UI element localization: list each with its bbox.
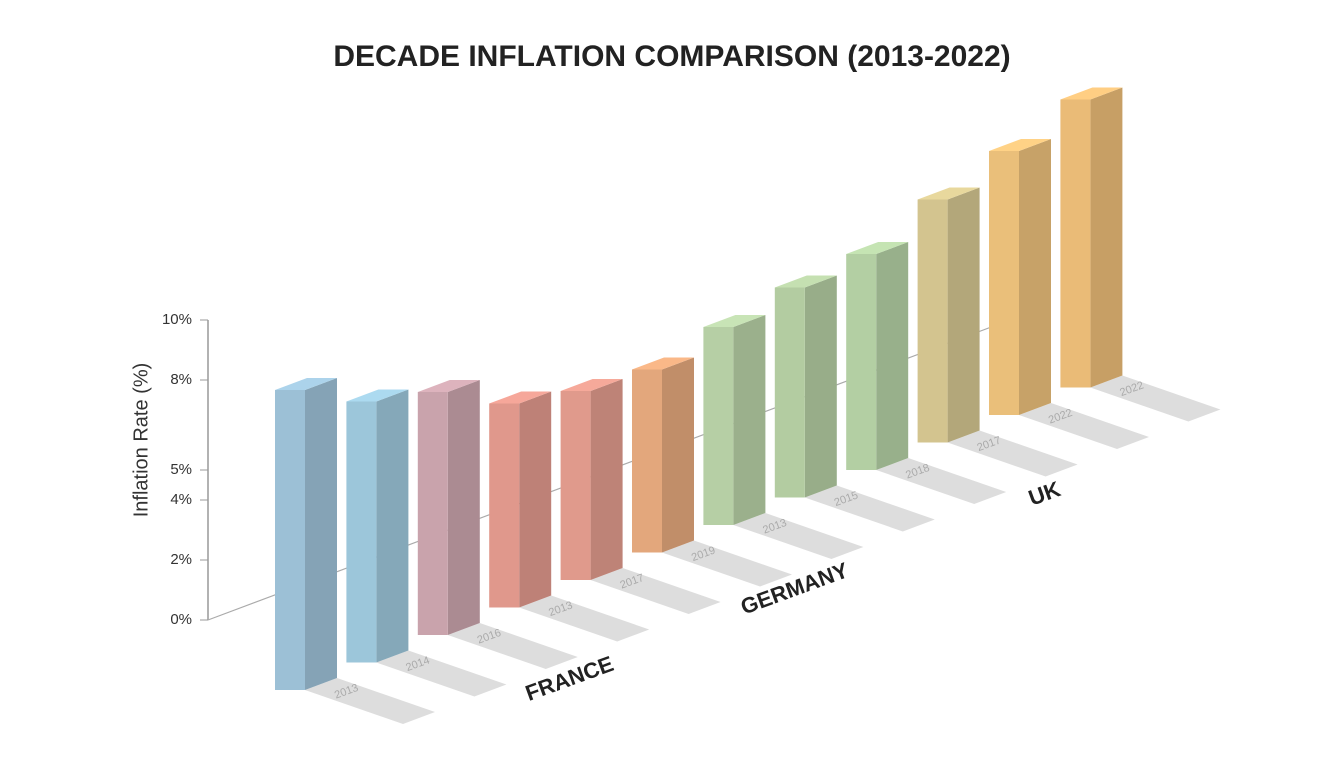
bar-side: [519, 391, 552, 608]
bar-top: [417, 380, 480, 392]
y-axis-title: Inflation Rate (%): [130, 363, 152, 518]
bar-side: [305, 378, 337, 690]
bar: [846, 242, 909, 470]
bar-top: [275, 378, 337, 390]
bar-top: [489, 391, 552, 404]
bar-top: [846, 242, 909, 254]
bar-side: [447, 380, 480, 635]
bar-top: [703, 315, 766, 327]
bar-top: [917, 187, 980, 200]
bar-front: [846, 254, 877, 470]
bar-side: [1090, 87, 1123, 388]
bar: [774, 275, 837, 498]
bar-side: [662, 357, 694, 553]
bar: [989, 139, 1051, 415]
bar-top: [632, 357, 694, 370]
bar-shadow: [1019, 403, 1149, 449]
bar-top: [774, 275, 837, 288]
bar-shadow: [305, 678, 435, 724]
bar-side: [1019, 139, 1051, 415]
bar-side: [876, 242, 909, 470]
bar-shadow: [733, 513, 864, 559]
y-tick-label: 4%: [170, 491, 192, 508]
bar: [417, 380, 480, 635]
y-tick-label: 5%: [170, 461, 192, 478]
y-tick-label: 2%: [170, 551, 192, 568]
bar-front: [275, 390, 305, 690]
bar: [275, 378, 337, 690]
bar: [489, 391, 552, 608]
group-label: UK: [1025, 476, 1064, 510]
bar: [346, 389, 409, 663]
bar: [917, 187, 980, 443]
bar-shadow: [876, 458, 1007, 504]
bar-side: [733, 315, 766, 525]
bar-top: [1060, 87, 1123, 100]
bar: [632, 357, 694, 553]
y-tick-label: 10%: [162, 311, 192, 328]
bar-top: [346, 389, 409, 402]
bar-front: [346, 401, 377, 663]
bar-front: [917, 199, 948, 443]
bar-shadow: [447, 623, 578, 669]
bar-shadow: [1090, 375, 1221, 422]
bar-front: [560, 391, 591, 580]
bar-shadow: [376, 650, 507, 697]
bar-shadow: [590, 568, 721, 614]
bar-side: [804, 275, 837, 498]
bar-side: [376, 389, 409, 663]
bar: [703, 315, 766, 525]
bar-front: [1060, 99, 1091, 388]
bar: [1060, 87, 1123, 388]
bar-shadow: [804, 485, 935, 532]
bar: [560, 379, 623, 580]
bar-side: [590, 379, 623, 580]
y-tick-label: 0%: [170, 611, 192, 628]
bar-shadow: [947, 430, 1078, 477]
bar-shadow: [662, 540, 792, 587]
bar-shadow: [519, 595, 650, 642]
bar-top: [989, 139, 1051, 151]
bar-front: [632, 369, 662, 553]
bar-top: [560, 379, 623, 391]
bar-front: [989, 151, 1019, 415]
bar-side: [947, 187, 980, 443]
bar-front: [489, 403, 520, 608]
bar-front: [703, 327, 734, 525]
y-tick-label: 8%: [170, 371, 192, 388]
bar-front: [417, 392, 448, 635]
bar-front: [774, 287, 805, 498]
chart-title: DECADE INFLATION COMPARISON (2013-2022): [333, 40, 1010, 73]
